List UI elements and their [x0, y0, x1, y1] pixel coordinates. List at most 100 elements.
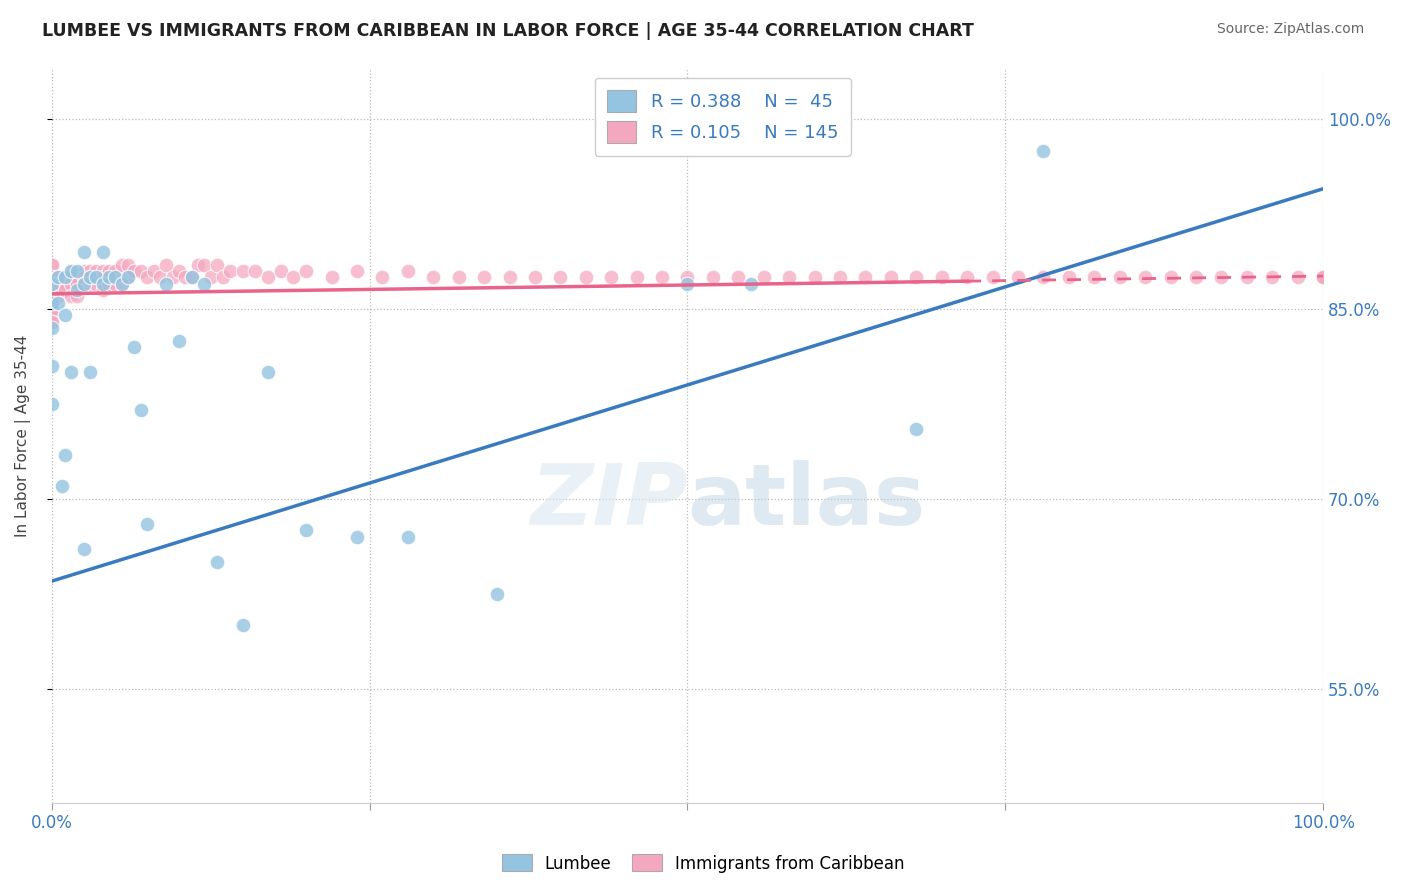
- Point: [66, 270, 89, 285]
- Point: [46, 283, 69, 297]
- Point: [46, 270, 69, 285]
- Point: [1312, 270, 1334, 285]
- Point: [46, 289, 69, 303]
- Point: [104, 270, 127, 285]
- Point: [41, 289, 63, 303]
- Y-axis label: In Labor Force | Age 35-44: In Labor Force | Age 35-44: [15, 334, 31, 537]
- Point: [1160, 270, 1182, 285]
- Point: [956, 270, 979, 285]
- Point: [1211, 270, 1233, 285]
- Point: [1312, 270, 1334, 285]
- Point: [1286, 270, 1309, 285]
- Point: [129, 403, 152, 417]
- Point: [59, 365, 82, 379]
- Point: [187, 258, 209, 272]
- Point: [155, 277, 177, 291]
- Point: [53, 308, 76, 322]
- Point: [66, 264, 89, 278]
- Point: [740, 277, 762, 291]
- Point: [104, 264, 127, 278]
- Point: [79, 270, 101, 285]
- Point: [117, 270, 139, 285]
- Point: [1312, 270, 1334, 285]
- Point: [245, 264, 267, 278]
- Point: [91, 264, 114, 278]
- Point: [41, 277, 63, 291]
- Point: [72, 264, 94, 278]
- Point: [498, 270, 520, 285]
- Point: [46, 270, 69, 285]
- Point: [1312, 270, 1334, 285]
- Point: [91, 283, 114, 297]
- Point: [1057, 270, 1080, 285]
- Point: [1261, 270, 1284, 285]
- Point: [98, 264, 121, 278]
- Point: [41, 315, 63, 329]
- Point: [905, 422, 928, 436]
- Point: [162, 270, 184, 285]
- Point: [371, 270, 394, 285]
- Point: [41, 321, 63, 335]
- Point: [1312, 270, 1334, 285]
- Point: [1312, 270, 1334, 285]
- Point: [626, 270, 648, 285]
- Point: [86, 277, 108, 291]
- Point: [46, 295, 69, 310]
- Point: [1312, 270, 1334, 285]
- Point: [180, 270, 202, 285]
- Point: [523, 270, 546, 285]
- Point: [142, 264, 165, 278]
- Point: [41, 270, 63, 285]
- Point: [205, 555, 228, 569]
- Point: [1312, 270, 1334, 285]
- Point: [41, 301, 63, 316]
- Point: [778, 270, 800, 285]
- Point: [1312, 270, 1334, 285]
- Point: [396, 264, 419, 278]
- Point: [59, 270, 82, 285]
- Point: [129, 264, 152, 278]
- Point: [600, 270, 623, 285]
- Point: [98, 270, 121, 285]
- Legend: R = 0.388    N =  45, R = 0.105    N = 145: R = 0.388 N = 45, R = 0.105 N = 145: [595, 78, 851, 156]
- Point: [702, 270, 724, 285]
- Point: [1312, 270, 1334, 285]
- Point: [111, 277, 134, 291]
- Point: [1032, 144, 1054, 158]
- Point: [41, 289, 63, 303]
- Point: [117, 258, 139, 272]
- Point: [855, 270, 877, 285]
- Point: [1312, 270, 1334, 285]
- Point: [41, 315, 63, 329]
- Point: [111, 258, 134, 272]
- Point: [676, 270, 699, 285]
- Point: [752, 270, 775, 285]
- Point: [1312, 270, 1334, 285]
- Point: [66, 270, 89, 285]
- Point: [1312, 270, 1334, 285]
- Point: [41, 295, 63, 310]
- Point: [91, 277, 114, 291]
- Point: [295, 524, 318, 538]
- Point: [167, 334, 190, 348]
- Point: [1312, 270, 1334, 285]
- Point: [59, 277, 82, 291]
- Text: ZIP: ZIP: [530, 460, 688, 543]
- Point: [205, 258, 228, 272]
- Point: [447, 270, 470, 285]
- Point: [66, 289, 89, 303]
- Text: Source: ZipAtlas.com: Source: ZipAtlas.com: [1216, 22, 1364, 37]
- Point: [174, 270, 197, 285]
- Point: [1133, 270, 1156, 285]
- Point: [41, 270, 63, 285]
- Point: [79, 365, 101, 379]
- Point: [1312, 270, 1334, 285]
- Point: [41, 301, 63, 316]
- Point: [155, 258, 177, 272]
- Point: [53, 270, 76, 285]
- Text: LUMBEE VS IMMIGRANTS FROM CARIBBEAN IN LABOR FORCE | AGE 35-44 CORRELATION CHART: LUMBEE VS IMMIGRANTS FROM CARIBBEAN IN L…: [42, 22, 974, 40]
- Point: [1236, 270, 1258, 285]
- Point: [41, 277, 63, 291]
- Point: [193, 277, 215, 291]
- Point: [41, 258, 63, 272]
